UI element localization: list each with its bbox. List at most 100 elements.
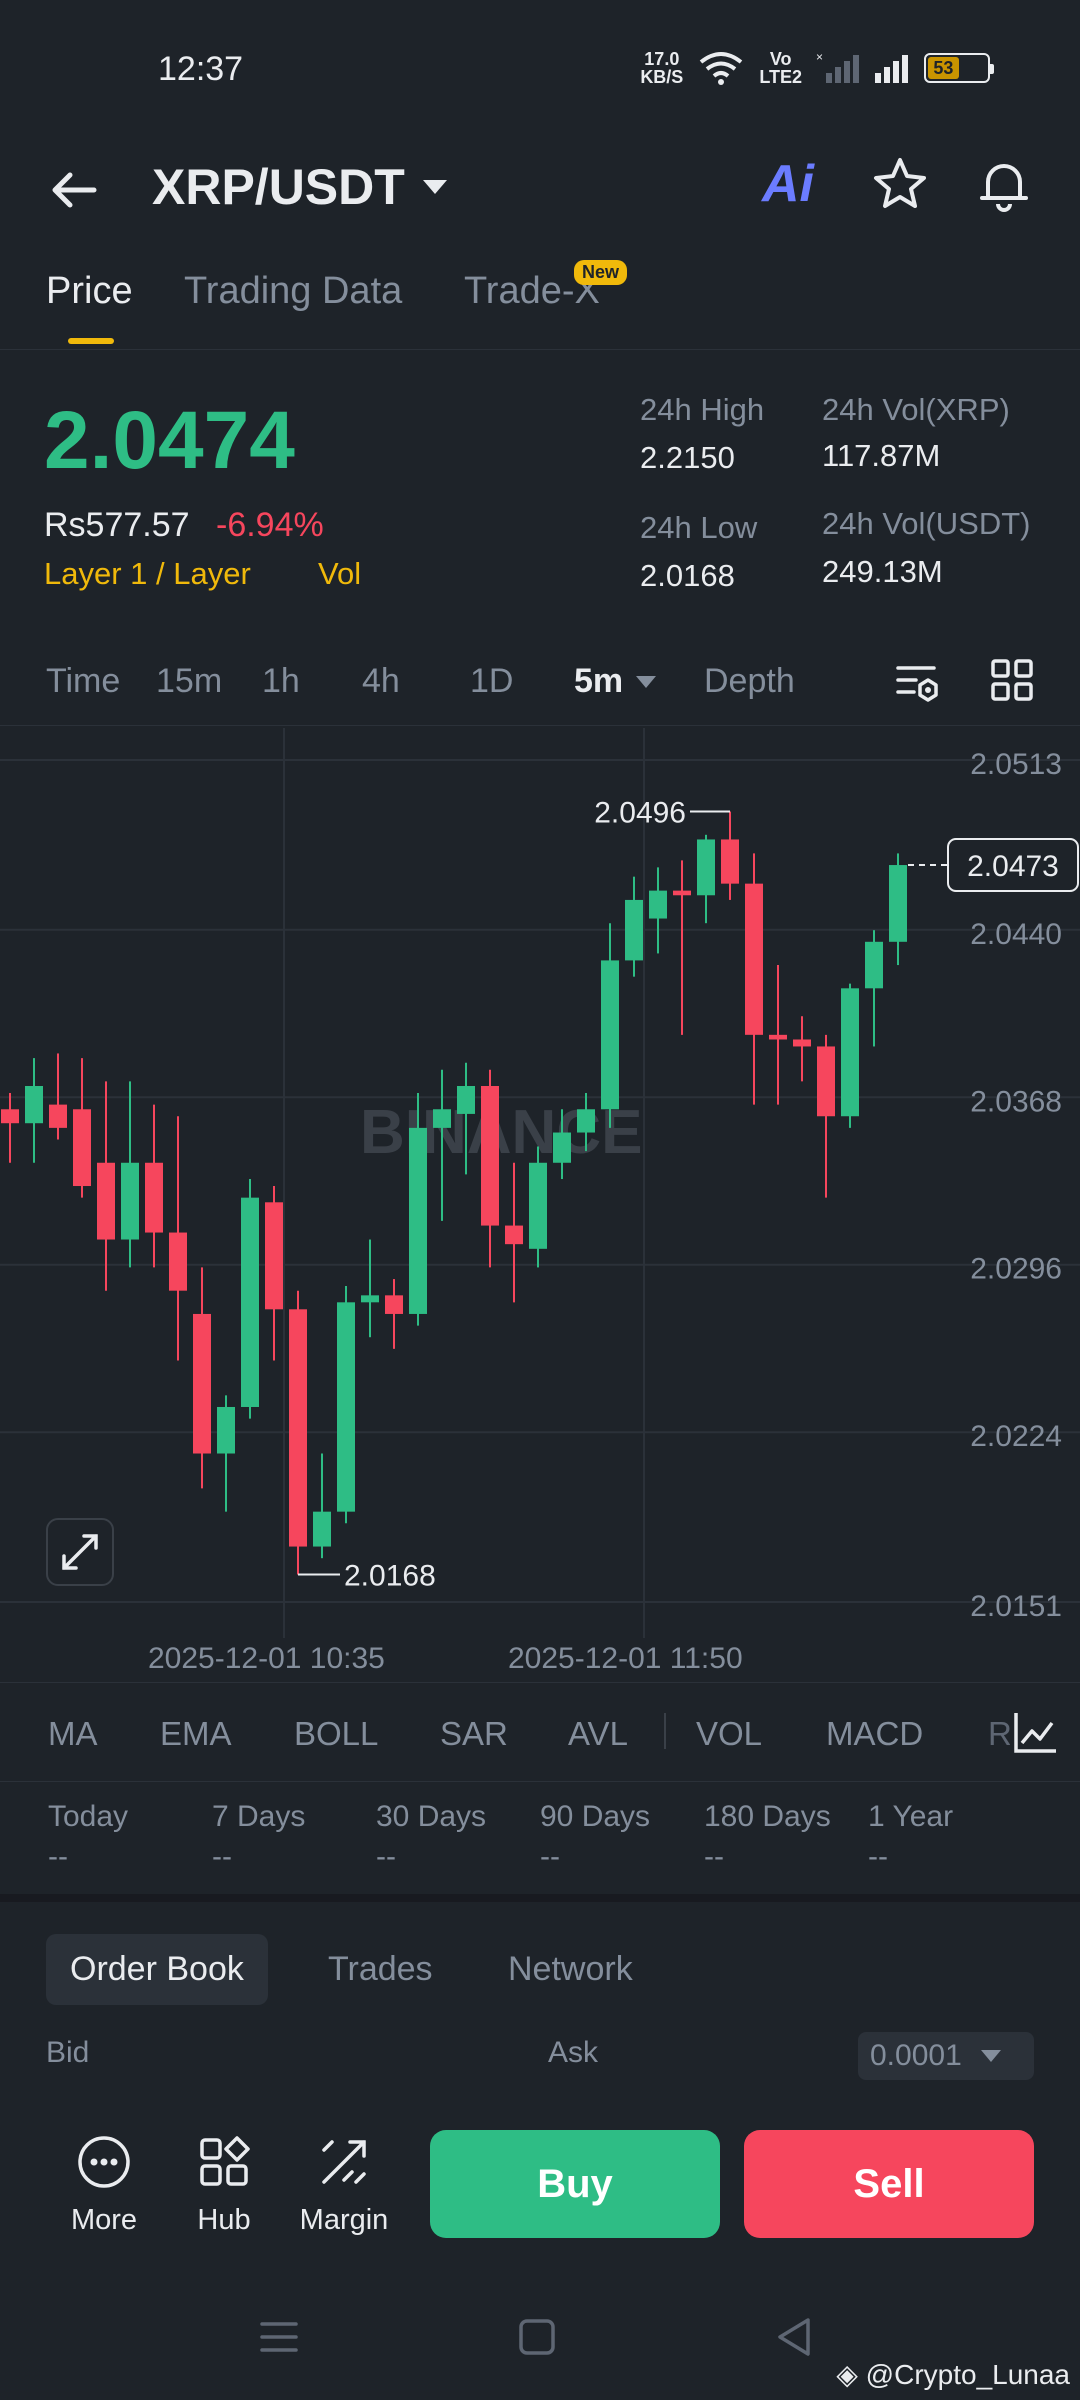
bid-ask-header: Bid Ask 0.0001 <box>0 2032 1080 2086</box>
indicator-macd[interactable]: MACD <box>826 1715 924 1752</box>
indicator-boll[interactable]: BOLL <box>294 1715 379 1752</box>
back-triangle-icon[interactable] <box>770 2312 820 2362</box>
pair-selector[interactable]: XRP/USDT <box>152 158 449 216</box>
price-summary: 2.0474 Rs577.57 -6.94% Layer 1 / Layer V… <box>0 380 1080 620</box>
candle-body <box>73 1109 91 1187</box>
interval-4h[interactable]: 4h <box>362 662 400 700</box>
candle-body <box>193 1313 211 1454</box>
current-price-box <box>947 838 1079 893</box>
home-icon[interactable] <box>512 2312 562 2362</box>
indicator-ema[interactable]: EMA <box>160 1715 232 1752</box>
candle-body <box>313 1511 331 1547</box>
vol-xrp-value: 117.87M <box>822 438 941 473</box>
sell-button[interactable]: Sell <box>744 2130 1034 2238</box>
interval-depth[interactable]: Depth <box>704 662 795 700</box>
binance-watermark: BINANCE <box>360 1098 642 1167</box>
back-arrow-icon[interactable] <box>44 160 104 220</box>
candle-body <box>97 1162 115 1240</box>
menu-icon[interactable] <box>254 2312 304 2362</box>
indicator-bar: MA EMA BOLL SAR AVL VOL MACD R <box>0 1682 1080 1782</box>
ai-assistant-icon[interactable]: Ai <box>762 155 814 213</box>
indicator-sar[interactable]: SAR <box>440 1715 508 1752</box>
candle-body <box>697 839 715 896</box>
interval-15m[interactable]: 15m <box>156 662 223 700</box>
wifi-icon <box>700 52 743 85</box>
candle-body <box>241 1197 259 1407</box>
candle-body <box>145 1162 163 1233</box>
candle-body <box>361 1295 379 1303</box>
candle-body <box>289 1309 307 1547</box>
tab-trading-data[interactable]: Trading Data <box>184 270 403 312</box>
candle-body <box>601 960 619 1110</box>
indicator-more[interactable]: R <box>988 1715 1012 1752</box>
y-tick-label: 2.0440 <box>970 918 1062 951</box>
favorite-star-icon[interactable] <box>870 154 930 214</box>
x-label: 2025-12-01 10:35 <box>148 1642 385 1675</box>
fullscreen-button[interactable] <box>46 1518 114 1586</box>
indicator-vol[interactable]: VOL <box>696 1715 763 1752</box>
candle-body <box>337 1302 355 1512</box>
period-label: 7 Days <box>212 1800 306 1833</box>
candle-body <box>745 883 763 1035</box>
interval-time[interactable]: Time <box>46 662 121 700</box>
expand-icon <box>62 1534 98 1570</box>
pair-title: XRP/USDT <box>152 159 405 215</box>
period-value: -- <box>868 1840 888 1873</box>
more-dots-icon <box>78 2136 130 2188</box>
bell-alert-icon[interactable] <box>974 154 1034 214</box>
tab-price[interactable]: Price <box>46 270 133 312</box>
interval-1d[interactable]: 1D <box>470 662 514 700</box>
candle-body <box>505 1225 523 1245</box>
candlestick-chart[interactable]: BINANCE 2.0513 2.0440 2.0368 2.0296 2.0224 2.… <box>0 728 1080 1638</box>
indicator-chart-icon[interactable] <box>1010 1709 1060 1757</box>
change-percent: -6.94% <box>216 506 324 544</box>
period-stats: Today -- 7 Days -- 30 Days -- 90 Days --… <box>0 1782 1080 1902</box>
interval-5m-label: 5m <box>574 662 624 700</box>
buy-button[interactable]: Buy <box>430 2130 720 2238</box>
more-button[interactable]: More <box>54 2134 154 2237</box>
hub-button[interactable]: Hub <box>174 2134 274 2237</box>
more-label: More <box>70 2204 138 2236</box>
caret-down-icon <box>422 180 447 194</box>
ask-label: Ask <box>548 2036 599 2069</box>
candle-body <box>625 899 643 961</box>
candle-body <box>169 1232 187 1291</box>
vol-tag[interactable]: Vol <box>318 556 362 591</box>
candle-body <box>217 1406 235 1454</box>
grid-layout-icon[interactable] <box>990 658 1034 702</box>
candle-body <box>1 1109 19 1124</box>
y-tick-label: 2.0368 <box>970 1085 1062 1118</box>
interval-5m[interactable]: 5m <box>574 662 657 701</box>
volte-indicator: Vo LTE2 <box>759 50 802 86</box>
active-tab-indicator <box>68 338 114 344</box>
chart-x-axis: 2025-12-01 10:35 2025-12-01 11:50 <box>0 1642 1080 1682</box>
tab-trades[interactable]: Trades <box>328 1950 433 1988</box>
precision-select[interactable]: 0.0001 <box>858 2032 1034 2080</box>
tab-network[interactable]: Network <box>508 1950 633 1988</box>
candle-body <box>841 988 859 1117</box>
y-tick-label: 2.0296 <box>970 1253 1062 1286</box>
status-time: 12:37 <box>158 50 244 88</box>
svg-text:×: × <box>816 51 823 64</box>
category-tag[interactable]: Layer 1 / Layer <box>44 556 251 591</box>
candle-body <box>265 1202 283 1310</box>
indicator-avl[interactable]: AVL <box>568 1715 628 1752</box>
user-watermark: ◈ @Crypto_Lunaa <box>836 2358 1070 2391</box>
period-label: 1 Year <box>868 1800 954 1833</box>
caret-down-icon <box>980 2050 1001 2062</box>
chart-settings-icon[interactable] <box>894 658 942 706</box>
local-price: Rs577.57 <box>44 506 190 544</box>
candle-body <box>121 1162 139 1240</box>
interval-1h[interactable]: 1h <box>262 662 300 700</box>
volte-top: Vo <box>769 49 792 69</box>
chart-canvas[interactable]: BINANCE 2.0513 2.0440 2.0368 2.0296 2.0224 2.… <box>0 728 1080 1638</box>
indicator-ma[interactable]: MA <box>48 1715 98 1752</box>
candle-body <box>673 890 691 896</box>
tab-order-book[interactable]: Order Book <box>46 1934 268 2005</box>
candle-body <box>889 865 907 942</box>
candle-body <box>769 1034 787 1040</box>
low-label: 24h Low <box>640 510 758 545</box>
period-label: 30 Days <box>376 1800 487 1833</box>
margin-button[interactable]: Margin <box>294 2134 394 2237</box>
vol-xrp-label: 24h Vol(XRP) <box>822 392 1010 427</box>
